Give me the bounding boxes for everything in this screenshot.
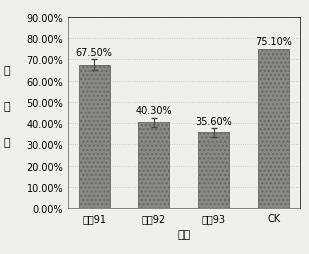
Text: 率: 率: [3, 137, 10, 147]
Text: 病: 病: [3, 102, 10, 112]
Bar: [198, 133, 229, 208]
X-axis label: 处理: 处理: [177, 229, 190, 239]
Text: 75.10%: 75.10%: [255, 37, 292, 47]
Text: 67.50%: 67.50%: [76, 47, 112, 58]
Bar: [258, 49, 289, 208]
Text: 35.60%: 35.60%: [195, 116, 232, 126]
Text: 40.30%: 40.30%: [136, 106, 172, 116]
Bar: [138, 123, 170, 208]
Text: 发: 发: [3, 66, 10, 76]
Bar: [78, 65, 110, 208]
